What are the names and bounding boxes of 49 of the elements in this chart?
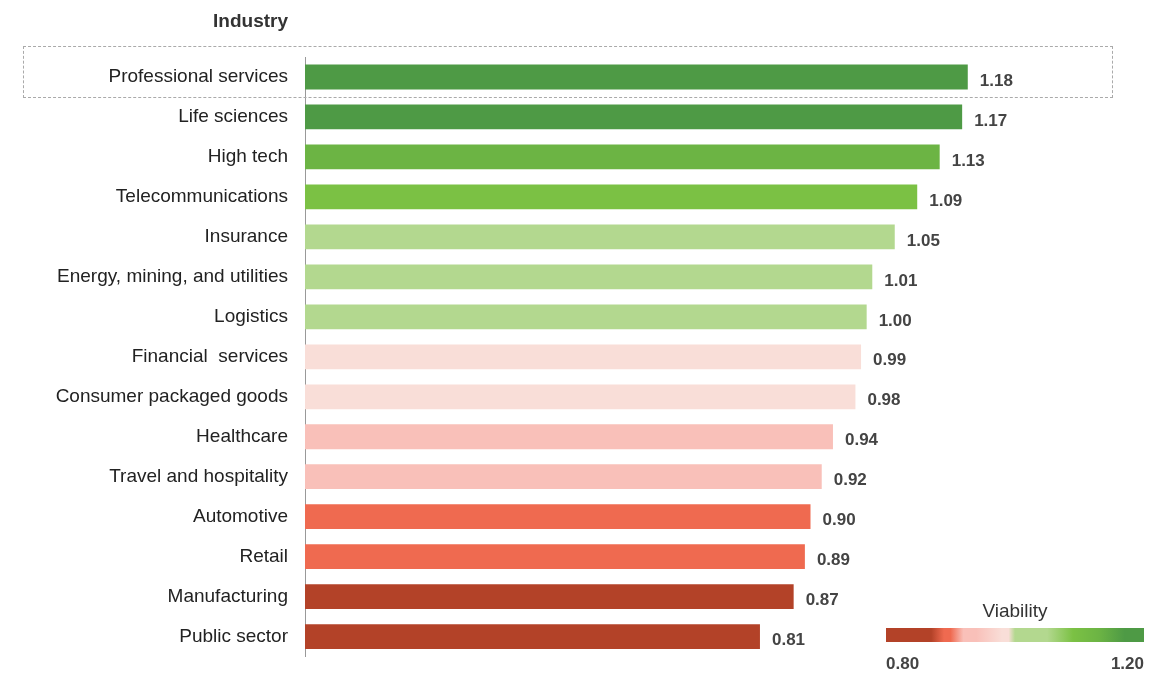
bar bbox=[305, 464, 822, 490]
color-bar-label: 1.20 bbox=[1110, 653, 1144, 673]
bar bbox=[305, 184, 918, 210]
data-label: 0.81 bbox=[771, 630, 806, 650]
data-label: 1.09 bbox=[929, 190, 963, 210]
bar bbox=[305, 304, 867, 330]
y-tick-label: Life sciences bbox=[178, 105, 288, 127]
y-tick-label: Professional services bbox=[108, 65, 288, 87]
bar bbox=[305, 504, 811, 530]
bar bbox=[305, 144, 940, 170]
y-tick-label: Automotive bbox=[192, 504, 288, 526]
bar bbox=[305, 104, 963, 130]
data-label: 0.94 bbox=[844, 430, 879, 450]
y-tick-label: Healthcare bbox=[196, 424, 288, 446]
y-tick-label: Public sector bbox=[179, 624, 289, 646]
data-label: 0.87 bbox=[805, 590, 839, 610]
data-label: 0.99 bbox=[873, 350, 907, 370]
bar bbox=[305, 584, 794, 610]
bar bbox=[305, 344, 862, 370]
data-label: 0.98 bbox=[867, 390, 901, 410]
data-label: 1.05 bbox=[906, 230, 940, 250]
data-label: 0.92 bbox=[833, 470, 867, 490]
data-label: 1.13 bbox=[951, 150, 985, 170]
y-tick-label: Manufacturing bbox=[167, 584, 288, 606]
data-label: 1.01 bbox=[884, 270, 918, 290]
data-label: 0.89 bbox=[816, 550, 850, 570]
color-bar-label: 0.80 bbox=[886, 653, 920, 673]
y-tick-label: Logistics bbox=[214, 305, 288, 327]
bar bbox=[305, 264, 873, 290]
data-label: 0.90 bbox=[822, 510, 856, 530]
color-bar-title: Viability bbox=[982, 600, 1049, 622]
y-tick-label: Energy, mining, and utilities bbox=[57, 265, 288, 287]
bar bbox=[305, 224, 895, 250]
bar bbox=[305, 624, 760, 650]
bar bbox=[305, 64, 968, 90]
data-label: 1.00 bbox=[878, 310, 912, 330]
y-tick-label: High tech bbox=[207, 145, 288, 167]
y-axis-title: Industry bbox=[213, 10, 289, 32]
y-tick-label: Insurance bbox=[204, 225, 288, 247]
data-label: 1.17 bbox=[974, 110, 1008, 130]
bar bbox=[305, 424, 833, 450]
y-tick-label: Retail bbox=[239, 544, 288, 566]
y-tick-label: Travel and hospitality bbox=[109, 464, 289, 486]
bar bbox=[305, 384, 856, 410]
y-tick-label: Consumer packaged goods bbox=[55, 385, 288, 407]
y-tick-label: Financial services bbox=[131, 345, 288, 367]
bar bbox=[305, 544, 805, 570]
y-tick-label: Telecommunications bbox=[115, 185, 288, 207]
data-label: 1.18 bbox=[979, 70, 1013, 90]
